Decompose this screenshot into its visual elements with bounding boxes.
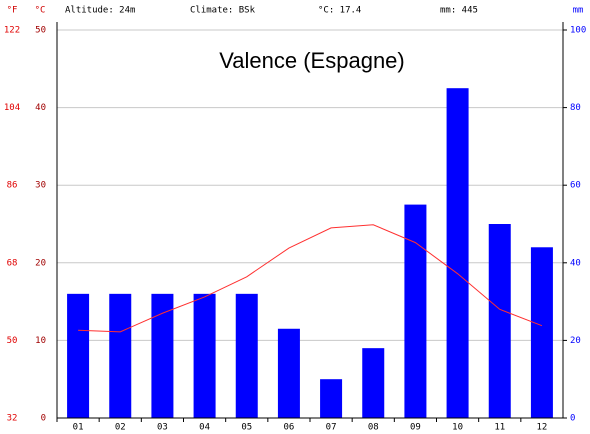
f-tick-label: 86	[7, 181, 18, 191]
x-tick-label: 01	[73, 423, 84, 433]
precip-bar	[193, 293, 216, 418]
c-tick-label: 0	[41, 414, 46, 424]
x-tick-label: 04	[199, 423, 210, 433]
precip-bar	[151, 293, 174, 418]
precip-bar	[109, 293, 132, 418]
x-tick-label: 06	[283, 423, 294, 433]
f-unit: °F	[7, 6, 18, 16]
precip-bar	[488, 224, 511, 418]
precip-bar	[320, 379, 343, 418]
x-tick-label: 08	[368, 423, 379, 433]
f-tick-label: 32	[7, 414, 18, 424]
f-tick-label: 50	[7, 336, 18, 346]
mm-tick-label: 0	[570, 414, 575, 424]
c-unit: °C	[35, 6, 46, 16]
temp-line	[78, 224, 543, 333]
mm-tick-label: 100	[570, 26, 586, 36]
precip-bar	[530, 247, 553, 418]
x-tick-label: 11	[494, 423, 505, 433]
f-tick-label: 68	[7, 258, 18, 268]
f-tick-label: 104	[4, 103, 20, 113]
precip-bar	[362, 348, 385, 418]
chart-title: Valence (Espagne)	[219, 48, 405, 73]
x-tick-label: 09	[410, 423, 421, 433]
mm-tick-label: 80	[570, 103, 581, 113]
header-temp: °C: 17.4	[318, 6, 361, 16]
precip-bar	[67, 293, 90, 418]
x-tick-label: 03	[157, 423, 168, 433]
c-tick-label: 40	[35, 103, 46, 113]
mm-tick-label: 20	[570, 336, 581, 346]
x-tick-label: 12	[536, 423, 547, 433]
header-altitude: Altitude: 24m	[65, 6, 135, 16]
c-tick-label: 20	[35, 258, 46, 268]
c-tick-label: 10	[35, 336, 46, 346]
x-tick-label: 07	[326, 423, 337, 433]
mm-unit: mm	[573, 6, 584, 16]
c-tick-label: 30	[35, 181, 46, 191]
header-precip: mm: 445	[440, 6, 478, 16]
x-tick-label: 05	[241, 423, 252, 433]
precip-bar	[235, 293, 258, 418]
precip-bar	[404, 204, 427, 418]
precip-bar	[446, 88, 469, 418]
mm-tick-label: 60	[570, 181, 581, 191]
precip-bar	[277, 328, 300, 418]
x-tick-label: 10	[452, 423, 463, 433]
f-tick-label: 122	[4, 26, 20, 36]
header-climate: Climate: BSk	[190, 6, 256, 16]
x-tick-label: 02	[115, 423, 126, 433]
mm-tick-label: 40	[570, 258, 581, 268]
c-tick-label: 50	[35, 26, 46, 36]
